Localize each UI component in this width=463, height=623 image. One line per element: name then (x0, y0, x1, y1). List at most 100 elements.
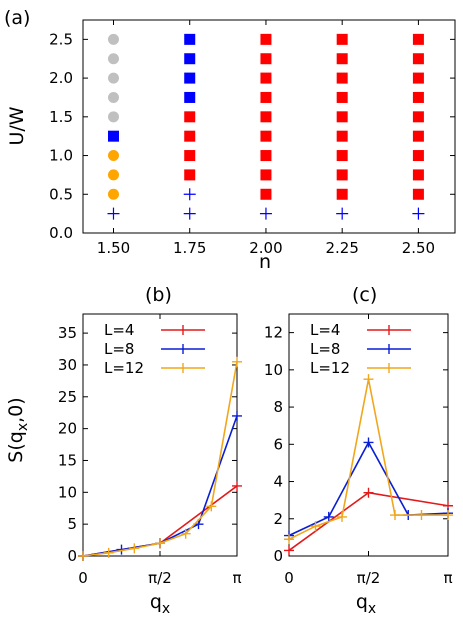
series-point-L=12 (416, 510, 427, 521)
series-point-L=8 (232, 410, 242, 421)
series-point-L=4 (363, 487, 374, 498)
x-tick-label: 0 (284, 569, 294, 587)
panel-a-markers (107, 33, 425, 220)
y-tick-label: 20 (58, 420, 77, 438)
x-tick-label: π/2 (357, 569, 381, 587)
blue-square-marker (184, 72, 196, 84)
orange-circle-marker (107, 150, 119, 162)
y-tick-label: 1.5 (49, 108, 73, 126)
y-tick-label: 2.5 (49, 30, 73, 48)
gray-circle-marker (107, 91, 119, 103)
red-square-marker (260, 33, 272, 45)
series-point-L=4 (232, 480, 242, 491)
legend-label: L=8 (104, 340, 134, 358)
red-square-marker (260, 91, 272, 103)
series-point-L=4 (284, 545, 294, 556)
y-tick-label: 12 (264, 324, 283, 342)
red-square-marker (260, 130, 272, 142)
red-square-marker (336, 91, 348, 103)
x-tick-label: π (232, 569, 241, 587)
y-tick-label: 0 (273, 547, 283, 565)
series-point-L=12 (443, 510, 453, 521)
y-tick-label: 0.5 (49, 185, 73, 203)
panel-a-plot: 1.50 1.75 2.00 2.25 2.50 0.0 0.5 1.0 1.5 2.0 2.5 n… (6, 19, 456, 273)
series-point-L=12 (232, 356, 242, 367)
panel-c-axis-ticks: 0 π/2 π 0 2 4 6 8 10 12 (264, 314, 453, 587)
series-point-L=12 (337, 511, 347, 522)
panel-label-c: (c) (352, 284, 377, 306)
series-point-L=8 (363, 437, 374, 448)
series-point-L=12 (310, 521, 321, 532)
x-tick-label: 0 (78, 569, 88, 587)
series-point-L=12 (180, 528, 191, 539)
panel-c-xlabel: qx (356, 591, 376, 617)
panel-a-frame (82, 19, 456, 234)
blue-square-marker (107, 130, 119, 142)
panel-b-series (78, 356, 242, 561)
red-square-marker (412, 53, 424, 65)
y-tick-label: 0 (67, 547, 77, 565)
y-tick-label: 30 (58, 356, 77, 374)
panel-c-series (284, 374, 453, 556)
red-square-marker (184, 130, 196, 142)
y-tick-label: 0.0 (49, 224, 73, 242)
legend-label: L=4 (310, 321, 340, 339)
red-square-marker (336, 150, 348, 162)
orange-circle-marker (107, 188, 119, 200)
panel-b-axis-ticks: 0 π/2 π 0 5 10 15 20 25 30 35 (58, 314, 242, 587)
y-tick-label: 10 (58, 483, 77, 501)
panel-a-ylabel: U/W (6, 106, 28, 145)
red-square-marker (260, 72, 272, 84)
legend-label: L=4 (104, 321, 134, 339)
blue-plus-marker (412, 207, 425, 220)
panel-b-xlabel: qx (150, 591, 170, 617)
red-square-marker (336, 169, 348, 181)
series-point-L=12 (129, 543, 140, 554)
series-point-L=12 (78, 551, 88, 561)
panel-label-a: (a) (4, 7, 30, 29)
red-square-marker (336, 188, 348, 200)
y-tick-label: 25 (58, 388, 77, 406)
red-square-marker (260, 111, 272, 123)
y-tick-label: 35 (58, 324, 77, 342)
legend-label: L=12 (310, 359, 350, 377)
panel-b-ylabel: S(qx,0) (5, 397, 31, 462)
y-tick-label: 2.0 (49, 69, 73, 87)
blue-plus-marker (336, 207, 349, 220)
panel-c-plot: 0 π/2 π 0 2 4 6 8 10 12 L=4L=8L=12 qx (264, 313, 453, 617)
gray-circle-marker (107, 33, 119, 45)
x-tick-label: 1.75 (173, 239, 206, 257)
red-square-marker (260, 169, 272, 181)
blue-plus-marker (107, 207, 120, 220)
blue-square-marker (184, 53, 196, 65)
panel-a-axis-ticks: 1.50 1.75 2.00 2.25 2.50 0.0 0.5 1.0 1.5 2.0 2.5 (49, 20, 455, 257)
gray-circle-marker (107, 72, 119, 84)
blue-square-marker (184, 91, 196, 103)
panel-c-legend: L=4L=8L=12 (310, 321, 411, 377)
panel-label-b: (b) (145, 284, 172, 306)
red-square-marker (336, 33, 348, 45)
x-tick-label: π (443, 569, 452, 587)
red-square-marker (412, 111, 424, 123)
series-point-L=8 (323, 511, 334, 522)
series-line-L=8 (82, 415, 238, 557)
red-square-marker (412, 130, 424, 142)
red-square-marker (412, 91, 424, 103)
red-square-marker (336, 130, 348, 142)
panel-b-plot: 0 π/2 π 0 5 10 15 20 25 30 35 L=4L=8L=12 qx S(qx,0… (5, 313, 242, 617)
red-square-marker (336, 53, 348, 65)
y-tick-label: 8 (273, 398, 283, 416)
x-tick-label: π/2 (148, 569, 172, 587)
y-tick-label: 6 (273, 435, 283, 453)
y-tick-label: 15 (58, 451, 77, 469)
series-line-L=12 (82, 361, 238, 557)
red-square-marker (260, 150, 272, 162)
legend-label: L=8 (310, 340, 340, 358)
y-tick-label: 2 (273, 510, 283, 528)
red-square-marker (184, 111, 196, 123)
series-line-L=4 (288, 491, 449, 552)
panel-a-xlabel: n (259, 251, 271, 273)
red-square-marker (184, 169, 196, 181)
red-square-marker (184, 150, 196, 162)
series-point-L=12 (284, 534, 294, 545)
